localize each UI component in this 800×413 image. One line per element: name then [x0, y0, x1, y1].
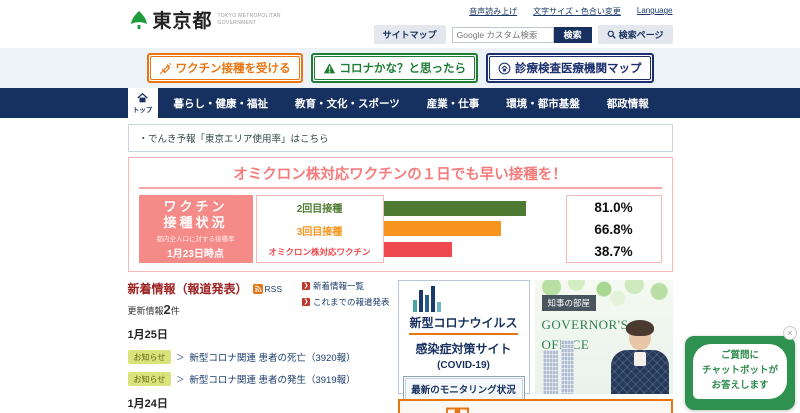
bar-omicron	[383, 242, 452, 258]
vaccine-label-dose2: 2回目接種	[296, 204, 343, 215]
warning-icon	[323, 62, 335, 73]
sitemap-button[interactable]: サイトマップ	[373, 25, 446, 44]
utility-link-language[interactable]: Language	[636, 6, 673, 15]
covid-site-banner[interactable]: 新型コロナウイルス 感染症対策サイト (COVID-19) 最新のモニタリング状…	[397, 280, 530, 402]
governor-photo	[609, 320, 671, 394]
promo-banner[interactable]: T	[397, 399, 673, 413]
news-list-link[interactable]: 新着情報一覧	[301, 280, 390, 292]
past-press-releases-link[interactable]: これまでの報道発表	[301, 296, 390, 308]
pct-dose3: 66.8%	[594, 221, 633, 237]
vaccine-label-omicron: オミクロン株対応ワクチン	[268, 247, 371, 257]
chatbot-popup[interactable]: × ご質問に チャットボットが お答えします	[685, 326, 797, 410]
badge-notice: お知らせ	[127, 350, 172, 364]
main-nav: トップ 暮らし・健康・福祉 教育・文化・スポーツ 産業・仕事 環境・都市基盤 都…	[0, 88, 800, 118]
pct-dose2: 81.0%	[594, 199, 633, 215]
news-update-count: 更新情報2件	[127, 302, 180, 317]
utility-link-audio[interactable]: 音声読み上げ	[469, 7, 518, 16]
nav-item-education[interactable]: 教育・文化・スポーツ	[295, 97, 400, 110]
vaccine-row-labels: 2回目接種 3回目接種 オミクロン株対応ワクチン	[255, 195, 384, 263]
search-page-button[interactable]: 検索ページ	[597, 25, 673, 44]
chatbot-speech-bubble: ご質問に チャットボットが お答えします	[693, 344, 787, 399]
rss-icon	[252, 283, 263, 294]
vaccine-label-dose3: 3回目接種	[296, 227, 343, 238]
news-section-title: 新着情報（報道発表）	[127, 282, 248, 296]
utility-link-textsize[interactable]: 文字サイズ・色合い変更	[533, 7, 621, 16]
magnifier-icon	[607, 30, 616, 39]
vaccine-bar-chart	[383, 195, 566, 263]
vaccine-status-panel: ワクチン 接種状況 都内全人口に対する接種率 1月23日時点 2回目接種 3回目…	[138, 195, 662, 263]
vaccine-percentages: 81.0% 66.8% 38.7%	[565, 195, 662, 263]
electricity-forecast-notice[interactable]: ・でんき予報「東京エリア使用率」はこちら	[127, 124, 673, 152]
side-banners: 新型コロナウイルス 感染症対策サイト (COVID-19) 最新のモニタリング状…	[397, 280, 673, 413]
chevron-icon: ＞	[176, 374, 185, 384]
utility-links: 音声読み上げ 文字サイズ・色合い変更 Language	[469, 6, 672, 17]
vaccine-panel-heading: ワクチン 接種状況 都内全人口に対する接種率 1月23日時点	[138, 195, 253, 263]
quick-banner-strip: ワクチン接種を受ける コロナかな？と思ったら 診療検査医療機関マップ	[0, 48, 800, 88]
news-item[interactable]: お知らせ ＞ 新型コロナ関連 患者の発生（3919報）	[127, 372, 390, 386]
sunburst-icon	[528, 403, 588, 413]
rss-link[interactable]: RSS	[252, 283, 282, 294]
vaccine-banner-title[interactable]: オミクロン株対応ワクチンの１日でも早い接種を！	[138, 163, 662, 189]
search-input[interactable]	[451, 26, 554, 43]
corona-symptoms-banner-button[interactable]: コロナかな？と思ったら	[310, 53, 478, 83]
governors-office-banner[interactable]: 知事の部屋 GOVERNOR'S OFFICE	[534, 280, 673, 394]
pct-omicron: 38.7%	[594, 243, 633, 259]
news-date: 1月24日	[127, 398, 168, 410]
news-date: 1月25日	[127, 329, 168, 341]
news-item[interactable]: お知らせ ＞ 新型コロナ関連 患者の死亡（3920報）	[127, 350, 390, 364]
badge-notice: お知らせ	[127, 372, 172, 386]
promo-letter: T	[446, 401, 470, 413]
governors-office-label: 知事の部屋	[541, 295, 597, 311]
vaccine-banner-button[interactable]: ワクチン接種を受ける	[146, 53, 303, 83]
nav-home-tab[interactable]: トップ	[127, 88, 158, 118]
nav-item-government[interactable]: 都政情報	[606, 97, 649, 110]
news-links: 新着情報一覧 これまでの報道発表	[301, 280, 390, 308]
building-illustration	[542, 350, 558, 394]
site-search: 検索	[451, 26, 592, 43]
nav-item-living[interactable]: 暮らし・健康・福祉	[173, 97, 269, 110]
logo-subtitle: TOKYO METROPOLITAN GOVERNMENT	[217, 13, 281, 26]
bar-dose3	[383, 221, 502, 237]
nav-item-environment[interactable]: 環境・都市基盤	[506, 97, 580, 110]
bar-chart-icon	[412, 286, 525, 312]
map-home-icon	[498, 62, 511, 74]
red-arrow-icon	[301, 298, 310, 306]
chevron-icon: ＞	[176, 352, 185, 362]
vaccine-as-of-date: 1月23日時点	[167, 248, 224, 260]
nav-item-industry[interactable]: 産業・仕事	[426, 97, 480, 110]
red-arrow-icon	[301, 282, 310, 290]
medical-map-banner-button[interactable]: 診療検査医療機関マップ	[486, 53, 654, 83]
site-header: 東京都 TOKYO METROPOLITAN GOVERNMENT 音声読み上げ…	[128, 0, 673, 48]
vaccine-status-banner[interactable]: オミクロン株対応ワクチンの１日でも早い接種を！ ワクチン 接種状況 都内全人口に…	[127, 157, 673, 272]
home-icon	[137, 92, 148, 102]
governors-office-title: GOVERNOR'S OFFICE	[541, 317, 629, 352]
search-button[interactable]: 検索	[553, 26, 592, 43]
close-icon[interactable]: ×	[783, 326, 797, 340]
building-illustration	[560, 340, 574, 394]
tokyo-logo[interactable]: 東京都 TOKYO METROPOLITAN GOVERNMENT	[128, 6, 281, 33]
nav-items: 暮らし・健康・福祉 教育・文化・スポーツ 産業・仕事 環境・都市基盤 都政情報	[174, 96, 649, 111]
search-row: サイトマップ 検索 検索ページ	[373, 25, 673, 44]
ginkgo-leaf-icon	[130, 10, 147, 29]
main-content: ・でんき予報「東京エリア使用率」はこちら オミクロン株対応ワクチンの１日でも早い…	[127, 124, 673, 413]
logo-text: 東京都	[152, 11, 213, 32]
news-section: 新着情報（報道発表） RSS 更新情報2件	[127, 280, 390, 413]
bar-dose2	[383, 200, 527, 216]
syringe-icon	[159, 62, 171, 74]
